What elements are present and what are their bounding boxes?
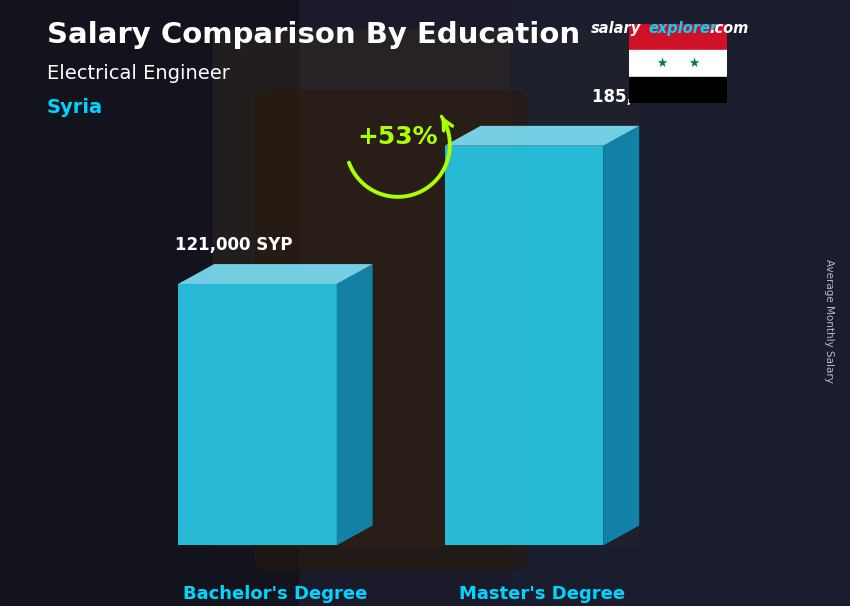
- Text: .com: .com: [710, 21, 749, 36]
- Text: 185,000 SYP: 185,000 SYP: [592, 88, 709, 106]
- Bar: [629, 50, 727, 77]
- Text: Salary Comparison By Education: Salary Comparison By Education: [47, 21, 580, 49]
- Text: explorer: explorer: [649, 21, 717, 36]
- Text: ★: ★: [688, 57, 700, 70]
- Bar: [629, 24, 727, 50]
- Polygon shape: [178, 264, 372, 284]
- Polygon shape: [445, 145, 604, 545]
- Text: ★: ★: [656, 57, 667, 70]
- Text: +53%: +53%: [358, 125, 438, 149]
- FancyBboxPatch shape: [255, 91, 527, 570]
- Text: salary: salary: [591, 21, 641, 36]
- Text: Syria: Syria: [47, 98, 103, 117]
- Bar: [0, 0, 298, 606]
- Text: Master's Degree: Master's Degree: [459, 585, 625, 603]
- Polygon shape: [445, 126, 639, 145]
- Text: Bachelor's Degree: Bachelor's Degree: [183, 585, 367, 603]
- Polygon shape: [178, 284, 337, 545]
- Text: Electrical Engineer: Electrical Engineer: [47, 64, 230, 82]
- Text: 121,000 SYP: 121,000 SYP: [175, 236, 292, 254]
- Bar: [629, 77, 727, 103]
- Polygon shape: [604, 126, 639, 545]
- Bar: [212, 30, 638, 545]
- Text: Average Monthly Salary: Average Monthly Salary: [824, 259, 834, 383]
- Polygon shape: [337, 264, 372, 545]
- Bar: [510, 0, 850, 606]
